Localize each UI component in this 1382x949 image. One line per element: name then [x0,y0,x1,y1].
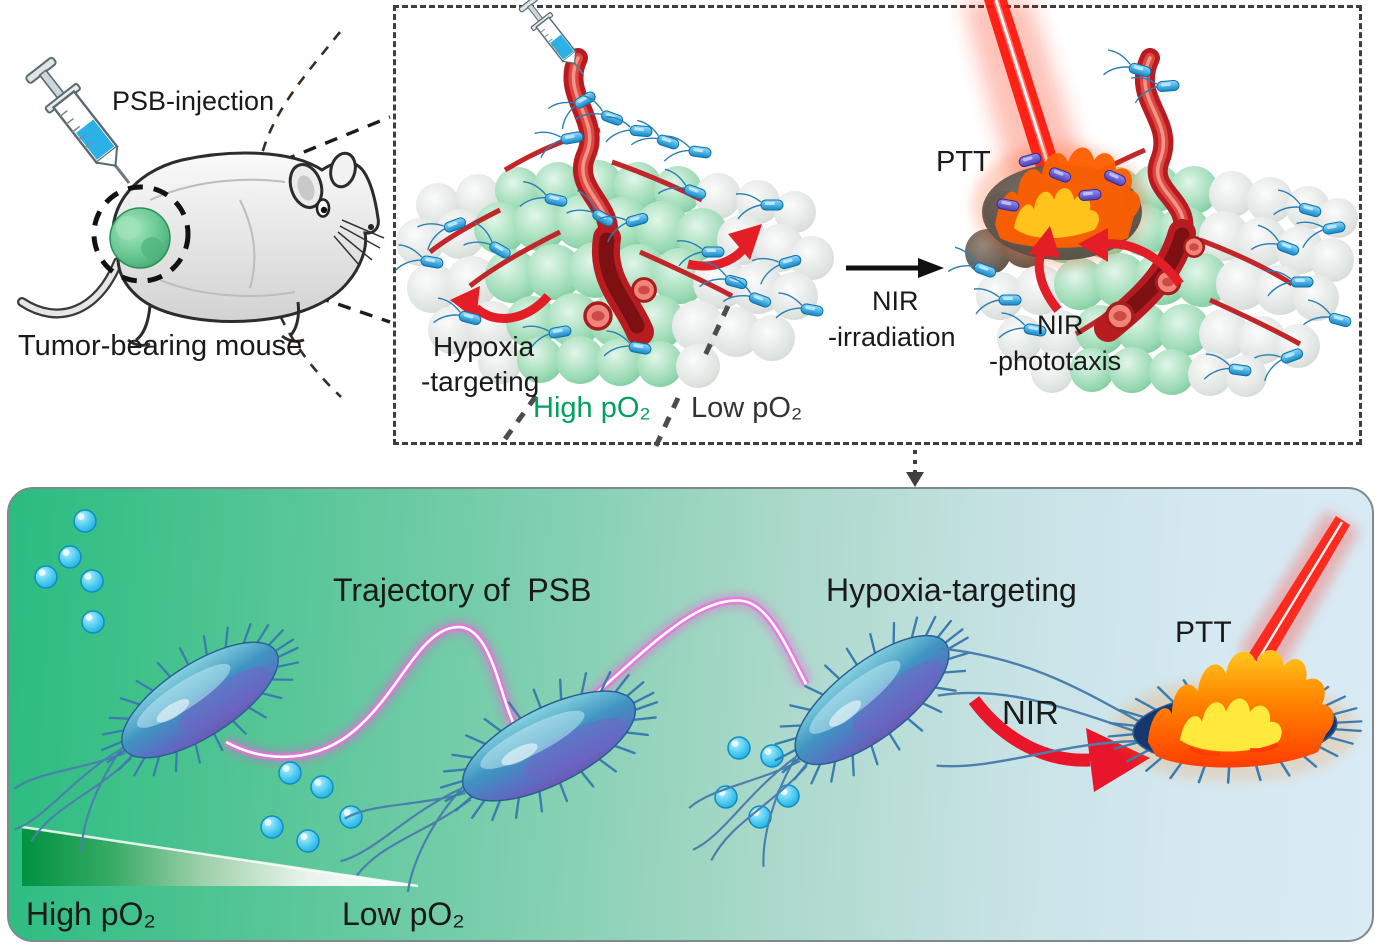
tumor-ptt-illustration [945,0,1358,397]
hypoxia-targeting-label-bottom: Hypoxia-targeting [826,572,1077,608]
nir-irradiation-arrow [846,258,944,278]
ptt-label-bottom: PTT [1175,616,1232,649]
nir-label-bottom: NIR [1002,694,1059,731]
tumor-icon [109,207,171,269]
nir-irradiation-label-line2: -irradiation [828,322,956,352]
high-po2-label-bottom: High pO₂ [26,896,156,932]
blood-vessel-icon [1094,48,1206,342]
tumor-dashed-circle [91,184,191,284]
curved-arrow-left-up [1078,228,1184,287]
nir-irradiation-label-line1: NIR [872,286,919,316]
low-po2-label: Low pO₂ [691,392,803,424]
trajectory-of-psb-label: Trajectory of PSB [333,572,592,608]
burning-psb-bacterium [936,647,1366,790]
vessel-branches [428,127,734,299]
low-po2-label-bottom: Low pO₂ [342,896,465,932]
nir-phototaxis-label-line2: -phototaxis [989,346,1122,376]
tumor-bearing-mouse-label: Tumor-bearing mouse [18,330,303,362]
hypoxia-targeting-label-line1: Hypoxia [433,331,535,362]
gradient-wedge-icon [21,825,419,888]
trajectory-scene [0,509,1366,913]
connector-arrow [906,450,924,487]
psb-injection-label: PSB-injection [112,86,275,116]
ptt-label-top: PTT [936,146,991,178]
high-po2-label: High pO₂ [533,392,651,424]
nir-phototaxis-label-line1: NIR [1037,310,1084,340]
po2-boundary-dashes [497,304,731,448]
tumor-magnification-box [393,5,1362,445]
curved-arrow-left [450,286,552,323]
curved-arrow-up [1028,226,1062,313]
oxygen-bubbles [34,509,800,853]
mouse-illustration [17,31,391,398]
hypoxia-targeting-label-line2: -targeting [421,366,540,397]
curved-arrow-right [686,224,762,271]
tumor-hypoxia-illustration [393,0,834,448]
laser-beam-icon [1238,510,1360,680]
mouse-nose [368,224,374,230]
mouse-whiskers [333,219,385,267]
